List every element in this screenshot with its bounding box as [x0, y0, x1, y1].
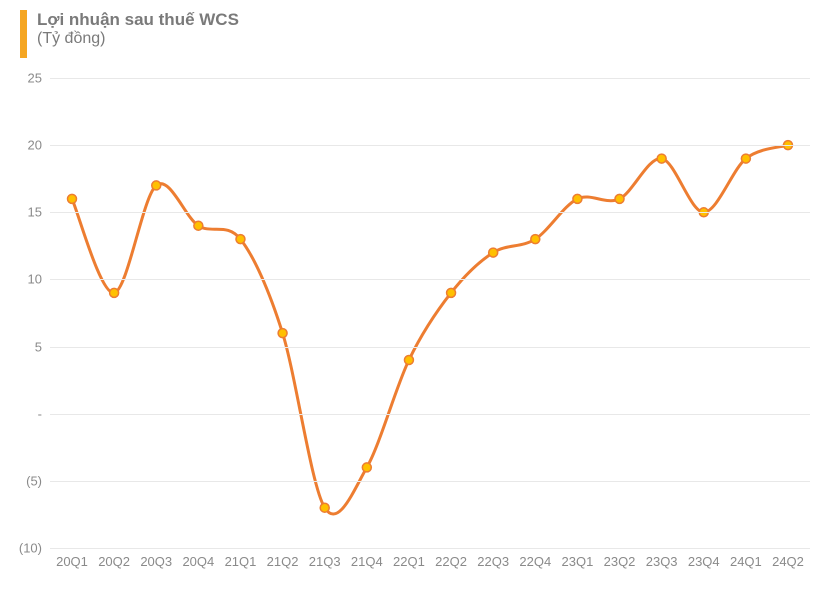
gridline [50, 481, 810, 482]
gridline [50, 145, 810, 146]
x-axis-label: 22Q1 [393, 554, 425, 569]
gridline [50, 548, 810, 549]
y-axis-label: - [38, 406, 42, 421]
gridline [50, 347, 810, 348]
y-axis-label: 25 [28, 71, 42, 86]
data-point [194, 221, 203, 230]
data-point [741, 154, 750, 163]
data-point [531, 235, 540, 244]
gridline [50, 78, 810, 79]
x-axis-label: 22Q3 [477, 554, 509, 569]
data-point [236, 235, 245, 244]
data-point [362, 463, 371, 472]
x-axis-label: 21Q4 [351, 554, 383, 569]
data-point [404, 356, 413, 365]
x-axis-label: 20Q4 [182, 554, 214, 569]
data-point [278, 329, 287, 338]
chart-title-block: Lợi nhuận sau thuế WCS (Tỷ đồng) [20, 10, 239, 58]
chart-svg [50, 78, 810, 548]
data-point [657, 154, 666, 163]
chart-title: Lợi nhuận sau thuế WCS [37, 10, 239, 30]
x-axis-label: 23Q1 [562, 554, 594, 569]
x-axis-label: 24Q2 [772, 554, 804, 569]
gridline [50, 279, 810, 280]
data-point [615, 194, 624, 203]
y-axis-label: 10 [28, 272, 42, 287]
x-axis-label: 22Q2 [435, 554, 467, 569]
x-axis-label: 23Q2 [604, 554, 636, 569]
data-point [489, 248, 498, 257]
series-line [72, 145, 788, 514]
x-axis-label: 22Q4 [519, 554, 551, 569]
x-axis-label: 21Q2 [267, 554, 299, 569]
data-point [110, 288, 119, 297]
chart-subtitle: (Tỷ đồng) [37, 30, 239, 48]
title-text-group: Lợi nhuận sau thuế WCS (Tỷ đồng) [37, 10, 239, 48]
data-point [447, 288, 456, 297]
y-axis-label: (5) [26, 473, 42, 488]
x-axis-label: 23Q3 [646, 554, 678, 569]
gridline [50, 212, 810, 213]
x-axis-label: 21Q1 [225, 554, 257, 569]
x-axis-label: 20Q2 [98, 554, 130, 569]
x-axis-label: 23Q4 [688, 554, 720, 569]
x-axis-label: 20Q1 [56, 554, 88, 569]
chart-container: Lợi nhuận sau thuế WCS (Tỷ đồng) (10)(5)… [0, 0, 832, 596]
data-point [320, 503, 329, 512]
x-axis-label: 20Q3 [140, 554, 172, 569]
plot-area: (10)(5)-51015202520Q120Q220Q320Q421Q121Q… [50, 78, 810, 548]
y-axis-label: 5 [35, 339, 42, 354]
y-axis-label: 20 [28, 138, 42, 153]
data-point [152, 181, 161, 190]
title-accent-bar [20, 10, 27, 58]
x-axis-label: 21Q3 [309, 554, 341, 569]
data-point [573, 194, 582, 203]
y-axis-label: (10) [19, 541, 42, 556]
x-axis-label: 24Q1 [730, 554, 762, 569]
data-point [68, 194, 77, 203]
y-axis-label: 15 [28, 205, 42, 220]
gridline [50, 414, 810, 415]
